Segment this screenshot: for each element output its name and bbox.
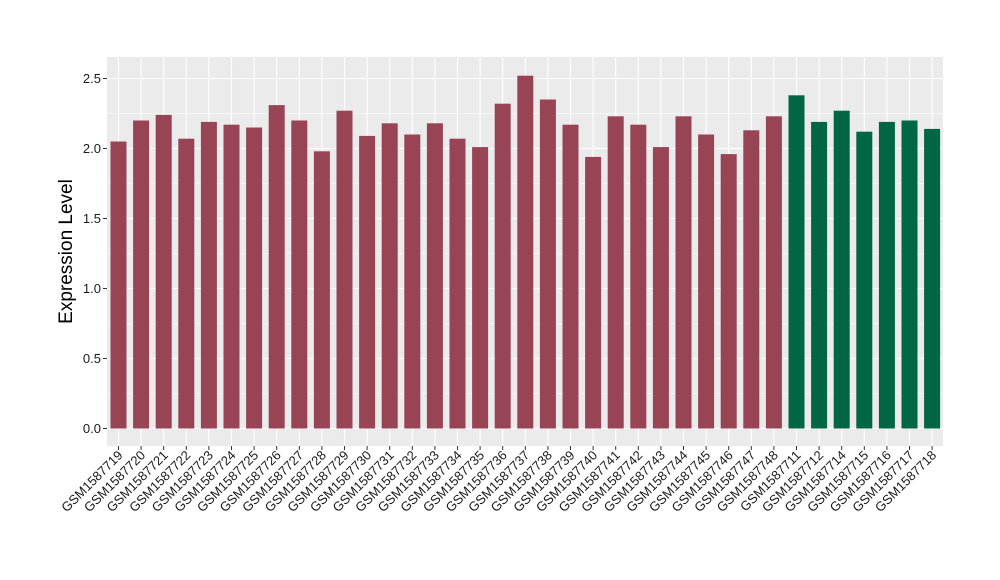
bar-GSM1587725 bbox=[246, 127, 263, 429]
bar-GSM1587714 bbox=[833, 110, 850, 429]
bar-GSM1587722 bbox=[178, 138, 195, 429]
bar-GSM1587712 bbox=[811, 121, 828, 429]
bar-GSM1587732 bbox=[404, 134, 421, 429]
bar-GSM1587721 bbox=[155, 114, 172, 429]
bar-GSM1587711 bbox=[788, 95, 805, 429]
bar-GSM1587740 bbox=[585, 156, 602, 429]
y-axis: 0.0 0.5 1.0 1.5 2.0 2.5 bbox=[83, 71, 107, 436]
bar-GSM1587741 bbox=[607, 116, 624, 429]
bars bbox=[110, 75, 941, 429]
bar-GSM1587747 bbox=[743, 130, 760, 429]
bar-GSM1587734 bbox=[449, 138, 466, 429]
bar-GSM1587719 bbox=[110, 141, 127, 429]
y-tick-label: 0.0 bbox=[83, 421, 101, 436]
bar-GSM1587724 bbox=[223, 124, 240, 429]
bar-GSM1587718 bbox=[924, 128, 941, 429]
bar-GSM1587715 bbox=[856, 131, 873, 429]
bar-GSM1587745 bbox=[698, 134, 715, 429]
bar-GSM1587720 bbox=[133, 120, 150, 429]
bar-GSM1587723 bbox=[200, 121, 217, 429]
bar-GSM1587731 bbox=[381, 123, 398, 429]
bar-GSM1587728 bbox=[313, 151, 330, 429]
bar-GSM1587742 bbox=[630, 124, 647, 429]
bar-GSM1587717 bbox=[901, 120, 918, 429]
bar-GSM1587727 bbox=[291, 120, 308, 429]
y-tick-label: 2.5 bbox=[83, 71, 101, 86]
bar-GSM1587716 bbox=[878, 121, 895, 429]
y-tick-label: 2.0 bbox=[83, 141, 101, 156]
x-axis: GSM1587719GSM1587720GSM1587721GSM1587722… bbox=[58, 446, 939, 515]
bar-GSM1587739 bbox=[562, 124, 579, 429]
bar-GSM1587743 bbox=[652, 147, 669, 429]
y-tick-label: 0.5 bbox=[83, 351, 101, 366]
bar-GSM1587735 bbox=[472, 147, 489, 429]
bar-GSM1587744 bbox=[675, 116, 692, 429]
bar-GSM1587736 bbox=[494, 103, 511, 429]
y-tick-label: 1.0 bbox=[83, 281, 101, 296]
bar-GSM1587748 bbox=[765, 116, 782, 429]
y-tick-label: 1.5 bbox=[83, 211, 101, 226]
bar-GSM1587726 bbox=[268, 105, 285, 429]
bar-GSM1587746 bbox=[720, 154, 737, 429]
bar-GSM1587730 bbox=[359, 135, 376, 429]
y-axis-title: Expression Level bbox=[56, 179, 77, 324]
bar-GSM1587737 bbox=[517, 75, 534, 429]
bar-GSM1587729 bbox=[336, 110, 353, 429]
bar-GSM1587733 bbox=[426, 123, 443, 429]
bar-GSM1587738 bbox=[539, 99, 556, 429]
